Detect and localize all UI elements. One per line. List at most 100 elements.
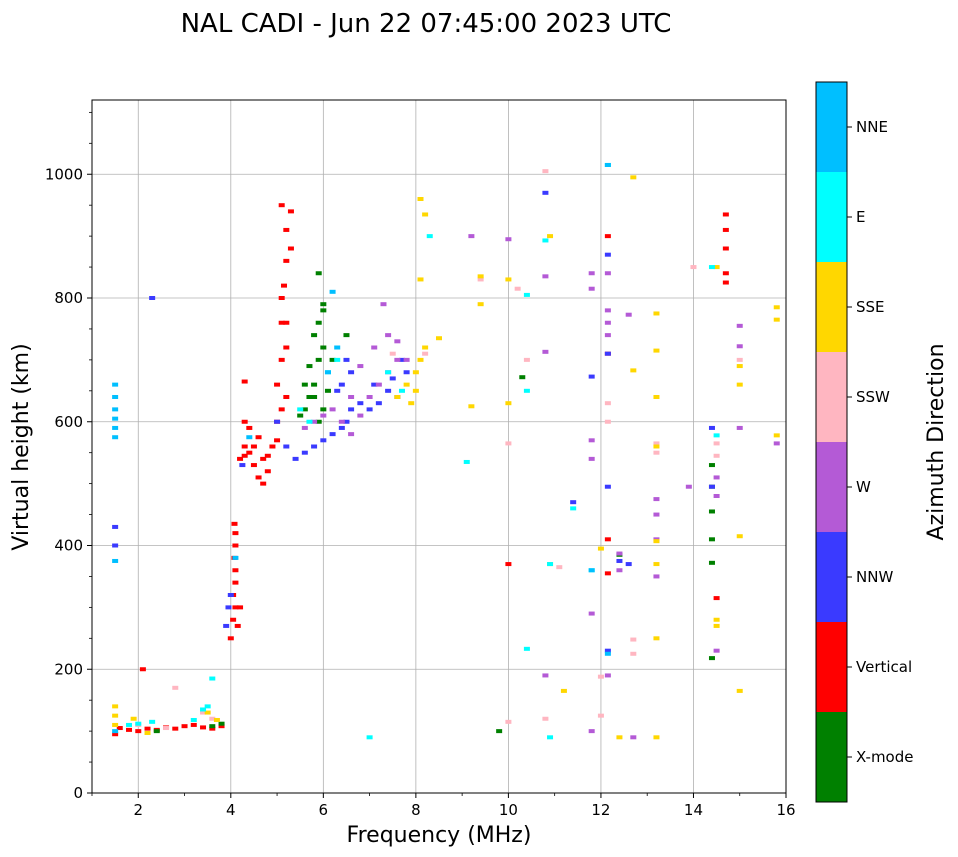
colorbar-label: SSW	[856, 388, 890, 406]
data-point	[283, 258, 290, 263]
data-point	[283, 395, 290, 399]
data-point	[329, 357, 336, 362]
chart-title: NAL CADI - Jun 22 07:45:00 2023 UTC	[181, 9, 672, 39]
data-point	[232, 580, 239, 585]
y-tick-label: 1000	[45, 165, 83, 183]
data-point	[306, 395, 313, 399]
data-point	[588, 374, 595, 379]
data-point	[708, 509, 715, 514]
data-point	[588, 271, 595, 276]
data-point	[685, 484, 692, 489]
y-tick-label: 400	[54, 537, 83, 555]
data-point	[343, 419, 350, 424]
data-point	[542, 169, 549, 174]
data-point	[311, 444, 318, 449]
data-point	[301, 382, 308, 387]
data-point	[736, 344, 743, 349]
data-point	[713, 494, 720, 498]
data-point	[348, 407, 355, 412]
data-point	[112, 524, 119, 529]
data-point	[232, 543, 239, 548]
data-point	[153, 729, 160, 734]
data-point	[630, 368, 637, 373]
data-point	[773, 441, 780, 446]
data-point	[112, 732, 119, 737]
data-point	[278, 296, 285, 300]
data-point	[630, 637, 637, 642]
data-point	[311, 333, 318, 338]
data-point	[736, 364, 743, 369]
data-point	[560, 688, 567, 693]
data-point	[274, 419, 281, 424]
data-point	[278, 203, 285, 208]
data-point	[232, 605, 239, 610]
data-point	[334, 357, 341, 362]
data-point	[588, 729, 595, 734]
x-tick-label: 8	[411, 801, 421, 819]
data-point	[773, 433, 780, 438]
data-point	[505, 719, 512, 724]
data-point	[556, 565, 563, 570]
data-point	[274, 438, 281, 443]
data-point	[209, 716, 216, 721]
data-point	[713, 617, 720, 622]
data-point	[505, 562, 512, 567]
data-point	[357, 364, 364, 369]
data-point	[112, 729, 119, 734]
colorbar-frame	[815, 81, 848, 803]
data-point	[163, 726, 170, 731]
data-point	[713, 596, 720, 601]
data-point	[283, 444, 290, 449]
data-point	[389, 376, 396, 381]
data-point	[112, 407, 119, 412]
data-point	[264, 453, 271, 458]
data-point	[149, 296, 156, 300]
data-point	[653, 512, 660, 517]
data-point	[403, 370, 410, 375]
data-point	[653, 735, 660, 740]
data-point	[204, 704, 211, 709]
x-tick-label: 16	[776, 801, 795, 819]
data-point	[616, 558, 623, 563]
data-point	[348, 432, 355, 437]
data-point	[412, 370, 419, 375]
data-point	[570, 506, 577, 511]
data-point	[218, 721, 225, 726]
data-point	[112, 722, 119, 727]
x-axis-label: Frequency (MHz)	[347, 823, 532, 848]
colorbar-label: W	[856, 478, 871, 496]
data-point	[343, 333, 350, 338]
data-point	[329, 432, 336, 437]
data-point	[301, 425, 308, 430]
data-point	[209, 724, 216, 729]
data-point	[209, 676, 216, 681]
data-point	[604, 308, 611, 313]
data-point	[477, 274, 484, 279]
data-point	[625, 312, 632, 317]
data-point	[278, 320, 285, 325]
data-point	[408, 401, 415, 406]
data-point	[126, 727, 133, 732]
data-point	[523, 388, 530, 393]
data-points	[112, 162, 780, 740]
data-point	[135, 721, 142, 726]
data-point	[225, 605, 232, 610]
data-point	[653, 636, 660, 641]
colorbar-label: NNE	[856, 118, 888, 136]
data-point	[234, 623, 241, 628]
data-point	[389, 351, 396, 356]
data-point	[653, 539, 660, 544]
x-tick-label: 12	[591, 801, 610, 819]
data-point	[375, 401, 382, 406]
data-point	[713, 648, 720, 653]
data-point	[287, 209, 294, 214]
plot-frame	[91, 99, 787, 794]
data-point	[239, 463, 246, 468]
data-point	[653, 450, 660, 455]
data-point	[588, 456, 595, 461]
data-point	[366, 395, 373, 399]
data-point	[708, 463, 715, 468]
data-point	[144, 730, 151, 735]
data-point	[542, 673, 549, 678]
data-point	[722, 212, 729, 217]
